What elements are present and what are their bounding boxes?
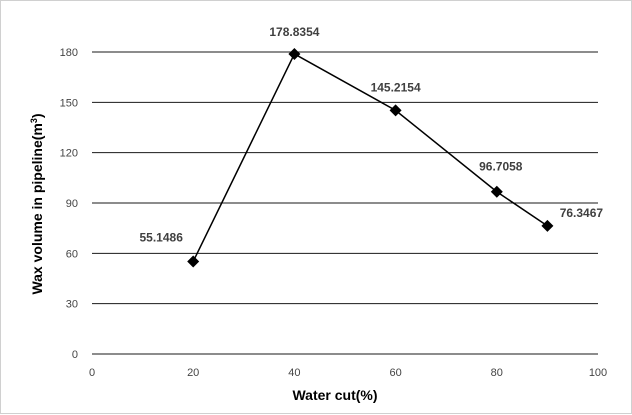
- data-label: 55.1486: [140, 230, 184, 244]
- x-tick-label: 80: [491, 367, 503, 379]
- y-tick-label: 180: [60, 47, 78, 59]
- data-labels: 55.1486 178.8354 145.2154 96.7058 76.3467: [140, 25, 604, 245]
- x-tick-label: 100: [589, 367, 607, 379]
- y-axis-title: Wax volume in pipeline(m3): [29, 113, 45, 294]
- y-axis-title-close: ): [29, 113, 45, 118]
- markers: [187, 47, 554, 268]
- y-tick-label: 0: [72, 349, 78, 361]
- x-tick-labels: 0 20 40 60 80 100: [89, 367, 607, 379]
- data-point-marker: [187, 255, 200, 268]
- y-tick-label: 30: [66, 299, 78, 311]
- y-axis-title-superscript: 3: [29, 118, 39, 123]
- data-label: 178.8354: [269, 25, 319, 39]
- y-tick-label: 150: [60, 97, 78, 109]
- gridlines: [92, 51, 598, 355]
- data-label: 96.7058: [479, 160, 523, 174]
- data-label: 145.2154: [371, 80, 421, 94]
- data-label: 76.3467: [560, 206, 604, 220]
- y-tick-label: 90: [66, 198, 78, 210]
- y-tick-label: 120: [60, 148, 78, 160]
- data-point-marker: [288, 47, 301, 60]
- x-axis-title: Water cut(%): [292, 387, 377, 403]
- data-point-marker: [389, 104, 402, 117]
- y-tick-labels: 0 30 60 90 120 150 180: [60, 47, 78, 361]
- y-tick-label: 60: [66, 248, 78, 260]
- x-tick-label: 20: [187, 367, 199, 379]
- x-tick-label: 0: [89, 367, 95, 379]
- y-axis-title-main: Wax volume in pipeline(m: [29, 123, 45, 294]
- data-point-marker: [541, 219, 554, 232]
- x-tick-label: 60: [389, 367, 401, 379]
- data-point-marker: [490, 185, 503, 198]
- x-tick-label: 40: [288, 367, 300, 379]
